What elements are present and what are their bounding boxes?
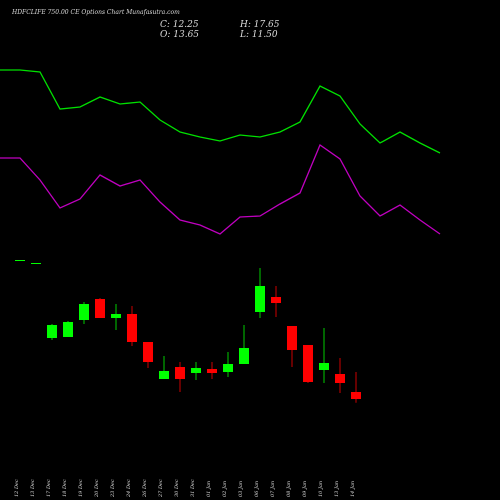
x-tick-label: 14 Jan [350,481,356,497]
candle-body [271,297,281,303]
x-tick-label: 24 Dec [126,479,132,498]
candle-body [159,371,169,379]
open-label: O: 13.65 [160,30,199,40]
x-tick-label: 13 Jan [334,481,340,497]
x-tick-label: 08 Jan [286,481,292,497]
x-tick-label: 10 Jan [318,481,324,497]
x-tick-label: 20 Dec [94,479,100,498]
candle-body [95,299,105,318]
candle-body [111,314,121,318]
x-tick-label: 09 Jan [302,481,308,497]
x-tick-label: 17 Dec [46,479,52,497]
x-tick-label: 12 Dec [14,479,20,497]
candle-body [207,369,217,373]
x-tick-label: 01 Jan [206,481,212,497]
x-tick-label: 26 Dec [142,479,148,498]
x-tick-label: 23 Dec [110,479,116,498]
indicator-line [0,69,441,154]
close-label: C: 12.25 [160,20,199,30]
candle-body [255,286,265,312]
candle-body [143,342,153,362]
x-tick-label: 31 Dec [190,479,196,497]
chart-title: HDFCLIFE 750.00 CE Options Chart Munafas… [11,9,180,16]
x-tick-label: 02 Jan [222,481,228,497]
candle-body [47,325,57,338]
high-label: H: 17.65 [239,20,280,30]
candle-body [15,260,25,261]
candle-body [79,304,89,320]
low-label: L: 11.50 [239,30,278,40]
candle-body [351,392,361,399]
indicator-line [0,144,441,235]
candle-body [175,367,185,379]
candle-body [335,374,345,383]
candle-body [63,322,73,337]
x-tick-label: 27 Dec [158,479,164,498]
x-tick-label: 19 Dec [78,479,84,497]
x-tick-label: 03 Jan [238,481,244,497]
x-tick-label: 06 Jan [254,481,260,497]
candle-body [223,364,233,372]
x-tick-label: 30 Dec [174,479,180,497]
candle-body [239,348,249,364]
candle-body [31,263,41,264]
x-tick-label: 07 Jan [270,481,276,497]
x-tick-label: 18 Dec [62,479,68,497]
candle-body [127,314,137,342]
x-tick-label: 13 Dec [30,479,36,497]
candle-body [303,345,313,382]
candle-body [191,368,201,373]
candle-body [319,363,329,370]
candle-body [287,326,297,350]
